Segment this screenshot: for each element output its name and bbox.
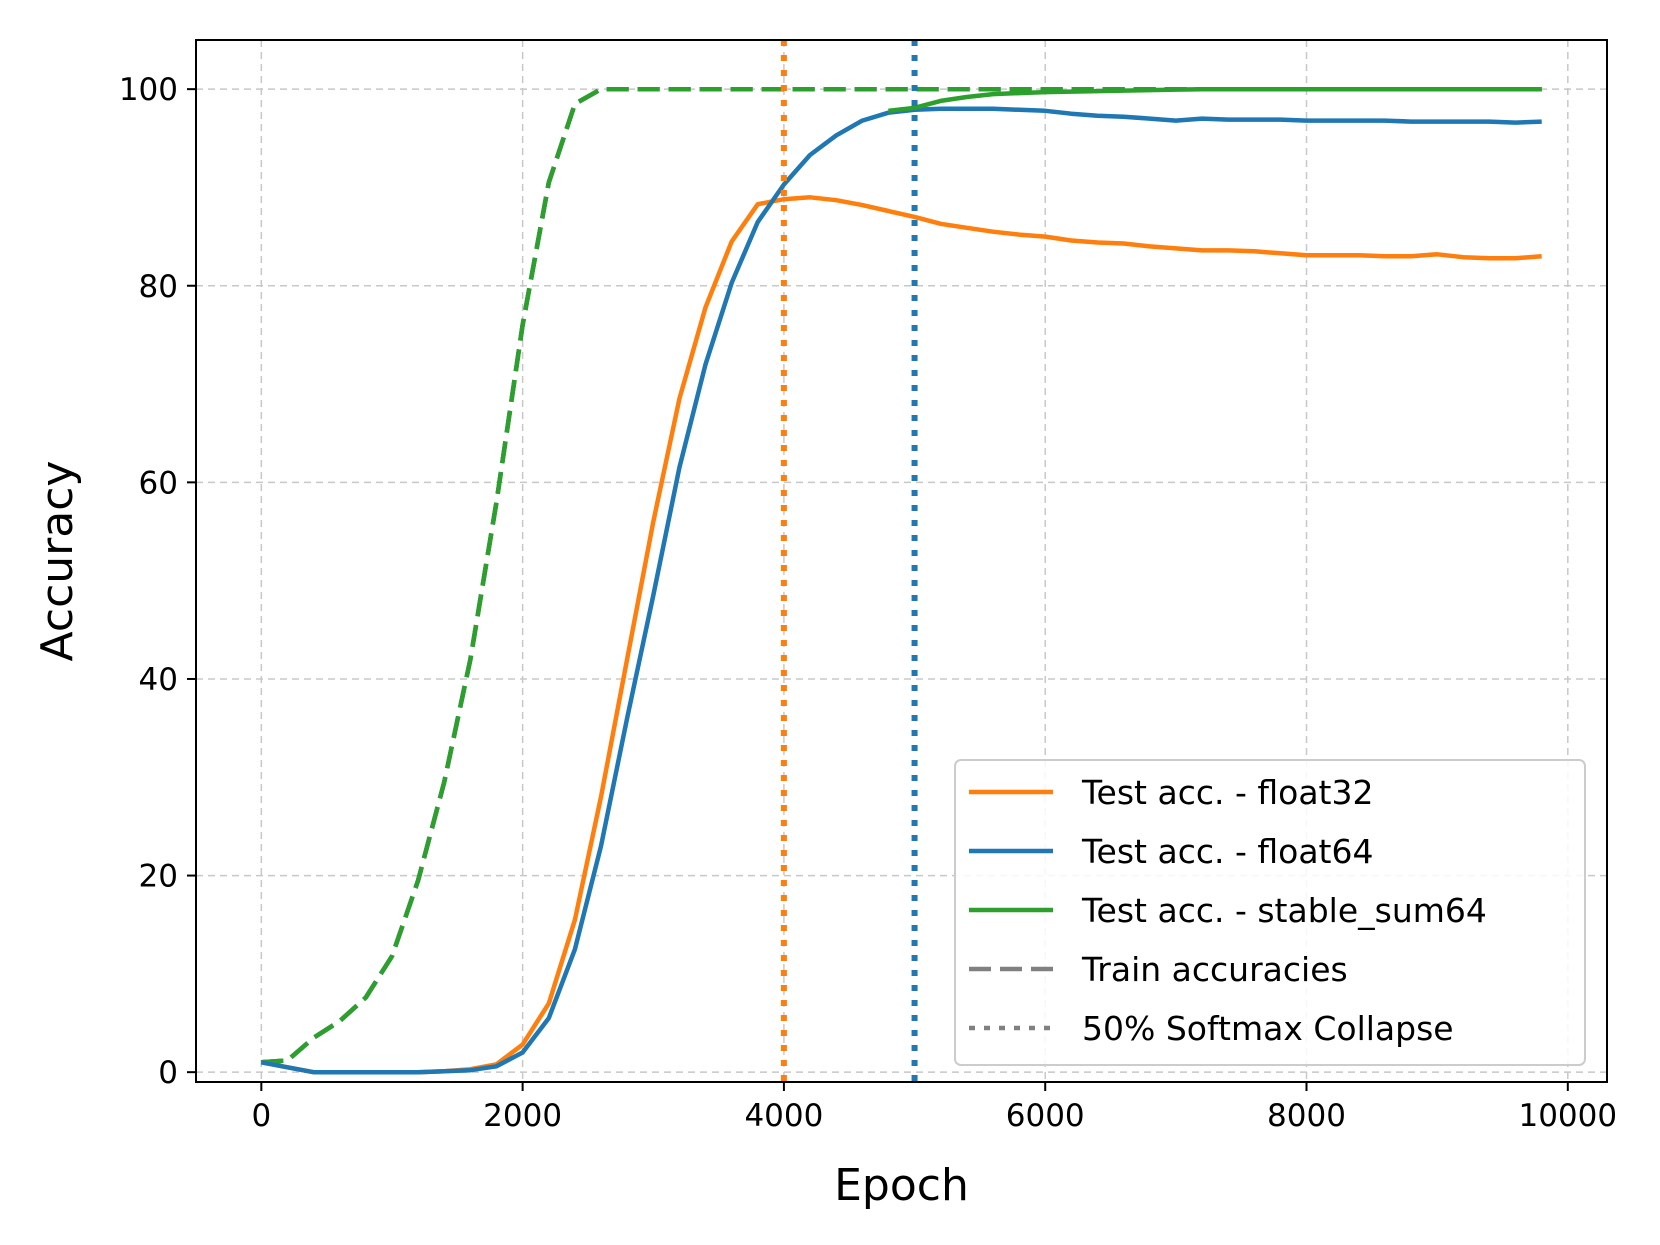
y-tick-label: 100	[119, 72, 178, 108]
y-tick-label: 40	[139, 662, 178, 698]
x-axis-label: Epoch	[834, 1160, 969, 1211]
legend-label: Test acc. - stable_sum64	[1081, 891, 1487, 930]
legend-label: Train accuracies	[1081, 950, 1348, 989]
x-tick-label: 2000	[483, 1098, 562, 1134]
legend: Test acc. - float32 Test acc. - float64 Te…	[954, 759, 1586, 1066]
series-line-test-stable-sum64	[888, 86, 1542, 114]
plot-area	[260, 40, 1542, 1082]
legend-box	[954, 759, 1586, 1066]
legend-label: Test acc. - float32	[1081, 773, 1374, 812]
y-tick-label: 20	[139, 859, 178, 895]
y-tick-label: 0	[158, 1055, 178, 1091]
x-tick-label: 0	[251, 1098, 271, 1134]
x-tick-label: 8000	[1267, 1098, 1346, 1134]
axes-frame	[195, 39, 1608, 1083]
ticks: 0 2000 4000 6000 8000 10000 0 20 40 60 80 100	[119, 72, 1617, 1134]
y-axis-label: Accuracy	[32, 461, 83, 662]
x-tick-label: 6000	[1006, 1098, 1085, 1134]
y-tick-label: 80	[139, 269, 178, 305]
x-tick-label: 10000	[1518, 1098, 1617, 1134]
y-tick-label: 60	[139, 465, 178, 501]
legend-label: 50% Softmax Collapse	[1082, 1009, 1454, 1048]
x-tick-label: 4000	[744, 1098, 823, 1134]
legend-label: Test acc. - float64	[1081, 832, 1374, 871]
